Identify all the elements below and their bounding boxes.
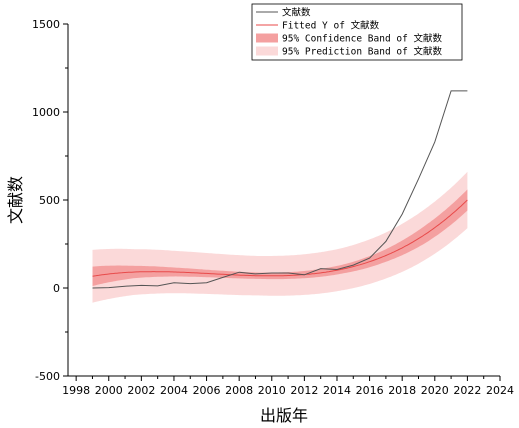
x-tick-label: 2016: [356, 384, 384, 397]
y-tick-label: 1000: [32, 106, 60, 119]
y-axis-title: 文献数: [6, 176, 25, 224]
x-tick-label: 2014: [323, 384, 351, 397]
y-tick-label: 1500: [32, 18, 60, 31]
x-tick-label: 2010: [258, 384, 286, 397]
y-tick-label: -500: [35, 370, 60, 383]
y-tick-label: 500: [39, 194, 60, 207]
legend-box: [251, 3, 463, 61]
observed-line: [92, 90, 468, 289]
y-tick-label: 0: [53, 282, 60, 295]
legend-swatch: [256, 33, 278, 43]
plot-area: [92, 90, 468, 303]
legend-swatch: [256, 46, 278, 56]
legend-label: 文献数: [282, 7, 311, 19]
x-tick-label: 2008: [225, 384, 253, 397]
x-tick-label: 2022: [453, 384, 481, 397]
x-axis-title: 出版年: [260, 406, 308, 425]
fitted-line: [92, 199, 468, 277]
x-tick-label: 2024: [486, 384, 514, 397]
x-tick-label: 1998: [62, 384, 90, 397]
confidence-band: [92, 189, 468, 286]
x-tick-label: 2002: [127, 384, 155, 397]
x-tick-label: 2018: [388, 384, 416, 397]
x-tick-label: 2004: [160, 384, 188, 397]
x-tick-label: 2020: [421, 384, 449, 397]
legend-label: 95% Confidence Band of 文献数: [282, 33, 443, 45]
x-tick-label: 2006: [193, 384, 221, 397]
legend-label: 95% Prediction Band of 文献数: [282, 46, 443, 58]
x-tick-label: 2000: [95, 384, 123, 397]
axes: 1998 2000 2002 2004 2006 2008 2010 2012 2014 2016…: [32, 18, 514, 397]
legend-label: Fitted Y of 文献数: [282, 20, 380, 32]
x-tick-label: 2012: [290, 384, 318, 397]
